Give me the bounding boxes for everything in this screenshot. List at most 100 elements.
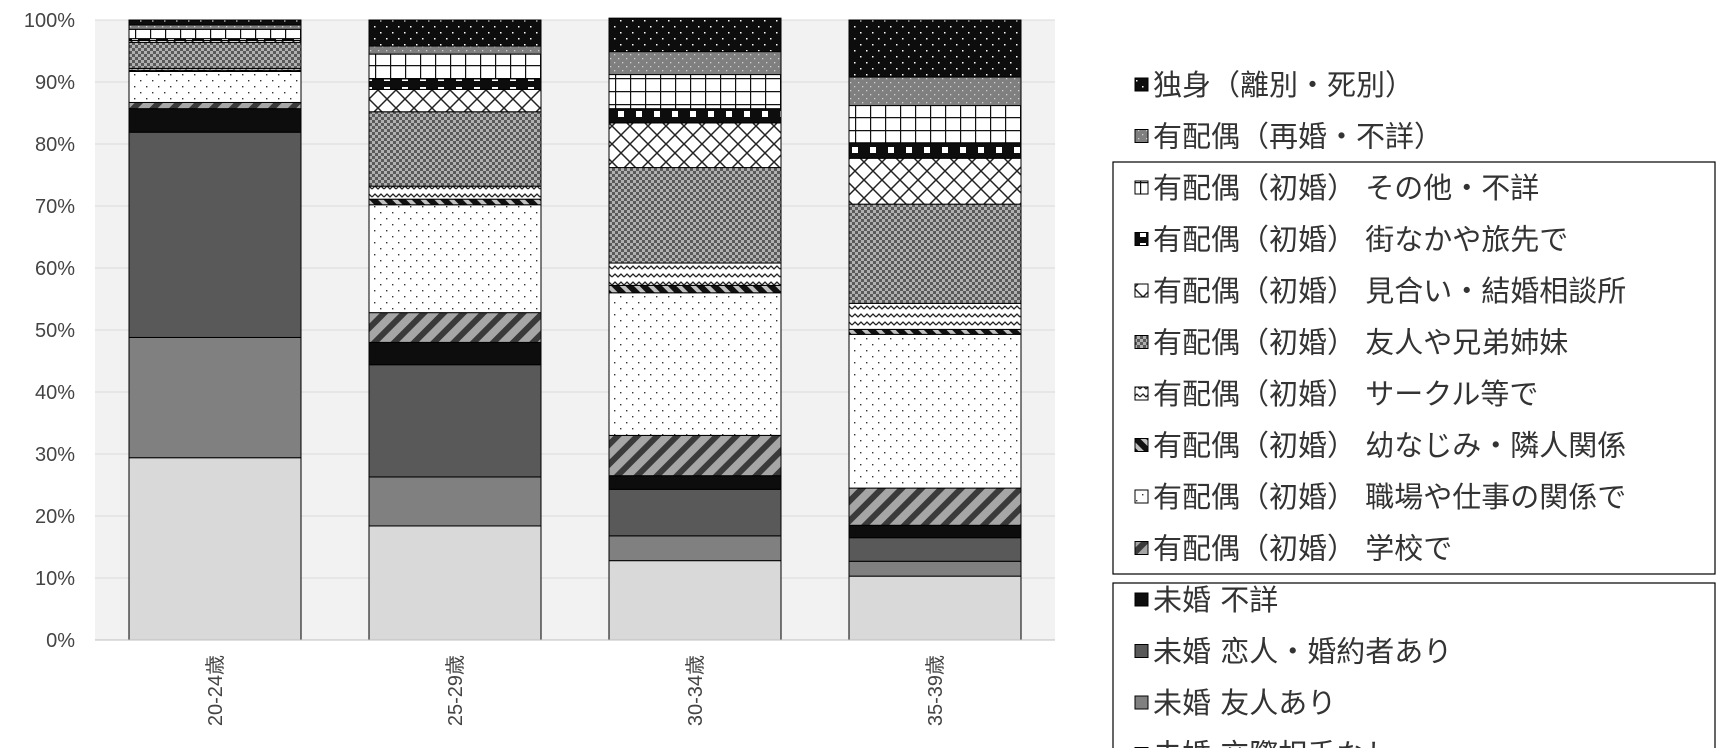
legend-label: 有配偶（初婚） 街なかや旅先で — [1153, 223, 1568, 257]
legend: 独身（離別・死別） 有配偶（再婚・不詳） 有配偶（初婚） その他・不詳有配偶（初婚）… — [1112, 68, 1716, 748]
bar-segment — [848, 524, 1022, 539]
bar-segment — [848, 302, 1022, 330]
legend-swatch — [1134, 283, 1149, 298]
legend-label: 未婚 交際相手なし — [1153, 738, 1394, 748]
x-tick-label: 35-39歳 — [924, 655, 947, 726]
legend-swatch — [1134, 438, 1149, 452]
bars — [95, 17, 1055, 641]
bar-segment — [848, 328, 1022, 335]
legend-label: 有配偶（初婚） 友人や兄弟姉妹 — [1153, 326, 1568, 360]
bar-stack — [608, 17, 782, 641]
bar-stack — [848, 19, 1022, 641]
bar-segment — [608, 434, 782, 477]
legend-swatch — [1134, 77, 1149, 92]
bar-segment — [368, 45, 542, 55]
legend-label: 有配偶（初婚） 見合い・結婚相談所 — [1153, 274, 1626, 308]
bar-segment — [368, 53, 542, 80]
bar-segment — [368, 312, 542, 343]
legend-swatch — [1134, 180, 1149, 195]
bar-segment — [128, 24, 302, 30]
legend-label: 有配偶（初婚） サークル等で — [1153, 377, 1538, 411]
bar-stack — [128, 19, 302, 641]
bar-segment — [848, 105, 1022, 144]
y-tick-label: 20% — [35, 506, 75, 528]
bar-segment — [608, 262, 782, 286]
legend-label: 有配偶（初婚） その他・不詳 — [1153, 171, 1539, 205]
y-tick-label: 70% — [35, 196, 75, 218]
legend-label: 未婚 恋人・婚約者あり — [1153, 635, 1452, 669]
bar-segment — [368, 364, 542, 478]
y-tick-label: 30% — [35, 444, 75, 466]
y-tick-label: 100% — [24, 10, 75, 32]
legend-label: 有配偶（初婚） 職場や仕事の関係で — [1153, 480, 1626, 514]
bar-segment — [848, 203, 1022, 304]
bar-segment — [368, 476, 542, 527]
bar-segment — [608, 488, 782, 537]
bar-segment — [608, 292, 782, 436]
y-tick-label: 0% — [46, 630, 75, 652]
y-axis-ticks: 0% 10% 20% 30% 40% 50% 60% 70% 80% 90% 100% — [24, 10, 75, 652]
bar-segment — [128, 41, 302, 69]
bar-segment — [608, 167, 782, 264]
y-tick-label: 50% — [35, 320, 75, 342]
y-tick-label: 60% — [35, 258, 75, 280]
bar-segment — [128, 70, 302, 103]
bar-segment — [128, 131, 302, 338]
legend-swatch — [1134, 541, 1149, 555]
legend-group-box — [1112, 582, 1716, 748]
bar-segment — [848, 537, 1022, 562]
bar-segment — [368, 525, 542, 641]
x-tick-label: 30-34歳 — [684, 655, 707, 726]
legend-swatch — [1134, 232, 1149, 246]
bar-segment — [128, 108, 302, 133]
legend-swatch — [1134, 592, 1149, 607]
bar-segment — [368, 204, 542, 314]
bar-segment — [848, 157, 1022, 205]
bar-segment — [608, 74, 782, 110]
bar-segment — [128, 101, 302, 110]
y-tick-label: 40% — [35, 382, 75, 404]
bar-segment — [368, 341, 542, 366]
legend-label: 独身（離別・死別） — [1153, 68, 1414, 102]
bar-segment — [848, 487, 1022, 526]
bar-segment — [848, 76, 1022, 107]
bar-segment — [368, 111, 542, 187]
bar-segment — [608, 475, 782, 490]
bar-segment — [608, 17, 782, 53]
legend-swatch — [1134, 335, 1149, 349]
bar-segment — [368, 78, 542, 90]
bar-segment — [608, 51, 782, 76]
x-axis-ticks: 20-24歳 25-29歳 30-34歳 35-39歳 — [204, 655, 947, 726]
bar-segment — [608, 535, 782, 562]
bar-segment — [608, 560, 782, 641]
bar-stack — [368, 19, 542, 641]
bar-segment — [128, 336, 302, 459]
legend-label: 未婚 友人あり — [1153, 686, 1336, 720]
bar-segment — [608, 284, 782, 294]
bar-segment — [368, 185, 542, 200]
y-tick-label: 10% — [35, 568, 75, 590]
bar-segment — [848, 333, 1022, 489]
legend-swatch — [1134, 644, 1149, 658]
legend-label: 有配偶（再婚・不詳） — [1153, 120, 1443, 154]
legend-swatch — [1134, 129, 1149, 143]
bar-segment — [128, 457, 302, 641]
x-tick-label: 20-24歳 — [204, 655, 227, 726]
bar-segment — [608, 108, 782, 124]
bar-segment — [848, 142, 1022, 159]
y-tick-label: 80% — [35, 134, 75, 156]
legend-swatch — [1134, 386, 1149, 401]
bar-segment — [848, 575, 1022, 641]
bar-segment — [128, 28, 302, 40]
bar-segment — [848, 19, 1022, 78]
legend-group-box — [1112, 161, 1716, 575]
legend-swatch — [1134, 489, 1149, 504]
x-tick-label: 25-29歳 — [444, 655, 467, 726]
bar-segment — [368, 19, 542, 47]
bar-segment — [848, 560, 1022, 577]
legend-swatch — [1134, 695, 1149, 710]
legend-label: 未婚 不詳 — [1153, 583, 1278, 617]
legend-label: 有配偶（初婚） 学校で — [1153, 532, 1452, 566]
legend-label: 有配偶（初婚） 幼なじみ・隣人関係 — [1153, 429, 1626, 463]
